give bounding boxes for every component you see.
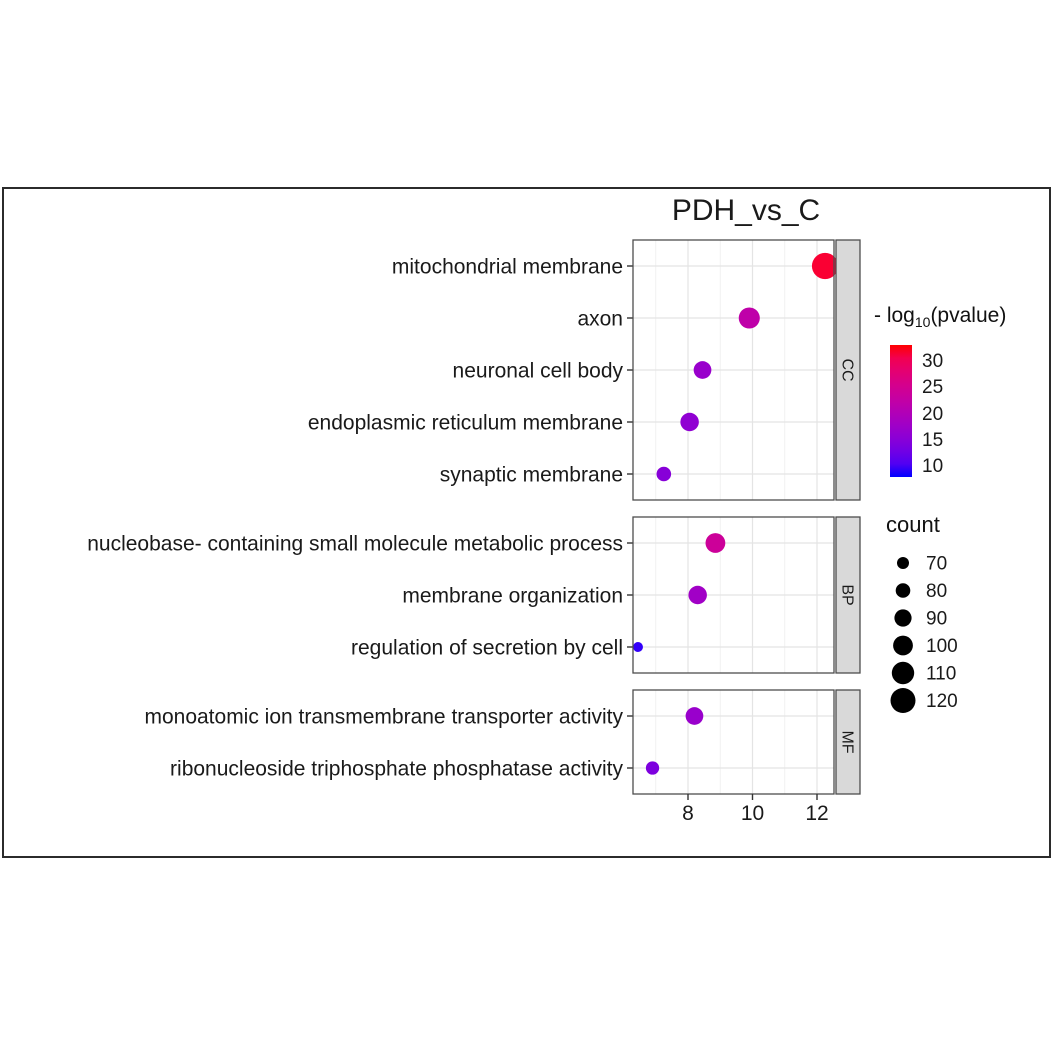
size-legend-value: 100	[926, 636, 958, 657]
y-axis-label: mitochondrial membrane	[392, 255, 623, 278]
data-point	[633, 642, 643, 652]
pvalue-legend-tick: 30	[922, 350, 944, 372]
color-legend-title-suffix: (pvalue)	[930, 304, 1007, 327]
y-axis-label: endoplasmic reticulum membrane	[308, 411, 623, 434]
x-axis-label: 8	[682, 802, 694, 825]
data-point	[680, 412, 699, 432]
size-legend-title: count	[886, 512, 940, 537]
size-legend-value: 70	[926, 554, 947, 575]
pvalue-legend-tick: 15	[922, 430, 944, 452]
y-axis-label: regulation of secretion by cell	[351, 636, 623, 659]
data-point	[656, 466, 672, 482]
facet-strip-BP	[835, 516, 861, 674]
x-axis-label: 10	[741, 802, 764, 825]
size-legend-dot	[890, 688, 916, 713]
y-axis-label: neuronal cell body	[453, 359, 624, 382]
color-legend-title-sub: 10	[914, 314, 931, 331]
data-point	[685, 707, 704, 725]
panel-border-BP	[632, 516, 835, 674]
y-axis-label: synaptic membrane	[440, 463, 623, 486]
y-axis-label: nucleobase- containing small molecule me…	[87, 532, 623, 555]
panel-border-CC	[632, 239, 835, 501]
size-legend-dot	[891, 661, 915, 685]
data-point	[705, 533, 726, 553]
y-axis-label: axon	[577, 307, 623, 330]
data-point	[688, 585, 707, 605]
data-point	[738, 307, 760, 329]
size-legend-value: 80	[926, 581, 947, 602]
size-legend-value: 110	[926, 664, 956, 685]
chart-title: PDH_vs_C	[671, 194, 821, 227]
facet-strip-label: CC	[838, 358, 855, 381]
facet-strip-label: MF	[838, 730, 855, 753]
pvalue-colorbar	[890, 345, 912, 477]
data-point	[693, 361, 712, 379]
size-legend-value: 120	[926, 691, 958, 712]
facet-strip-MF	[835, 689, 861, 795]
size-legend-dot	[895, 583, 911, 598]
y-axis-label: ribonucleoside triphosphate phosphatase …	[170, 757, 623, 780]
size-legend: 70 80 90 100 110 120	[890, 554, 958, 713]
pvalue-legend-tick: 25	[922, 377, 944, 399]
size-legend-dot	[894, 609, 912, 627]
y-axis-label: monoatomic ion transmembrane transporter…	[144, 705, 623, 728]
pvalue-legend-tick: 20	[922, 403, 944, 425]
x-axis-label: 12	[805, 802, 828, 825]
size-legend-dot	[897, 557, 909, 569]
color-legend-title: - log10(pvalue)	[874, 304, 1006, 330]
data-point	[811, 252, 839, 280]
y-axis-label: membrane organization	[402, 584, 623, 607]
color-legend-title-prefix: - log	[874, 304, 915, 327]
size-legend-dot	[893, 635, 913, 656]
panel-border-MF	[632, 689, 835, 795]
figure-border	[2, 187, 1051, 858]
facet-strip-label: BP	[838, 584, 855, 605]
size-legend-value: 90	[926, 609, 947, 630]
panel-MF	[633, 690, 834, 794]
data-point	[645, 761, 660, 775]
facet-strip-CC	[835, 239, 861, 501]
pvalue-legend-tick: 10	[922, 456, 944, 478]
